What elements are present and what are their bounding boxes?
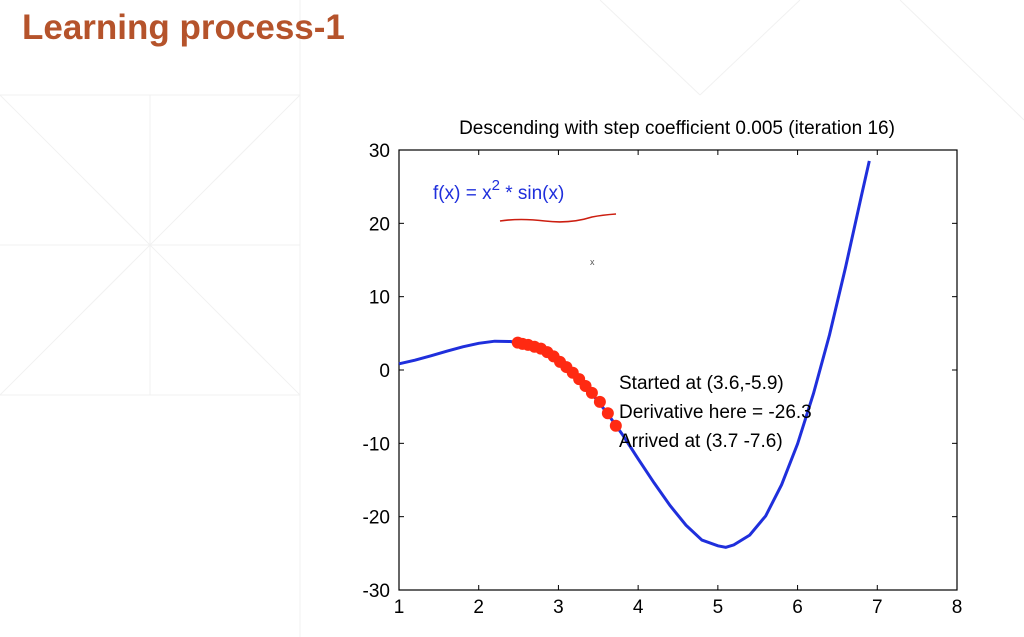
descent-point — [593, 395, 606, 408]
y-tick-label: -10 — [363, 434, 390, 455]
y-tick-label: -30 — [363, 581, 390, 602]
function-label-rest: * sin(x) — [500, 183, 564, 204]
y-tick-label: -20 — [363, 508, 390, 529]
y-tick-label: 0 — [379, 361, 390, 382]
annotations: Started at (3.6,-5.9) Derivative here = … — [619, 373, 812, 452]
descent-point — [585, 386, 598, 399]
x-tick-label: 2 — [473, 597, 484, 618]
function-label-base: f(x) = x — [433, 183, 492, 204]
x-tick-label: 5 — [713, 597, 724, 618]
svg-text:f(x) = x2 * sin(x): f(x) = x2 * sin(x) — [433, 177, 564, 204]
chart-axes: 1 2 3 4 5 6 7 8 30 20 10 0 -10 -20 -30 — [363, 141, 963, 618]
slide-title: Learning process-1 — [22, 8, 345, 47]
x-tick-label: 6 — [792, 597, 803, 618]
function-label: f(x) = x2 * sin(x) — [433, 177, 617, 223]
x-tick-label: 1 — [394, 597, 405, 618]
gradient-descent-chart: Descending with step coefficient 0.005 (… — [363, 118, 963, 618]
annotation-derivative: Derivative here = -26.3 — [619, 402, 812, 423]
function-curve — [398, 160, 871, 549]
x-tick-label: 3 — [553, 597, 564, 618]
descent-markers — [511, 336, 622, 432]
x-tick-label: 4 — [633, 597, 644, 618]
y-tick-label: 10 — [369, 288, 390, 309]
x-tick-label: 8 — [952, 597, 963, 618]
descent-point — [601, 407, 614, 420]
stray-mark: x — [590, 257, 595, 267]
x-tick-label: 7 — [872, 597, 883, 618]
function-label-exponent: 2 — [492, 177, 500, 194]
plot-frame — [398, 149, 958, 591]
y-tick-label: 30 — [369, 141, 390, 162]
annotation-started: Started at (3.6,-5.9) — [619, 373, 784, 394]
chart-title: Descending with step coefficient 0.005 (… — [459, 118, 895, 139]
handwritten-underline — [499, 213, 617, 223]
annotation-arrived: Arrived at (3.7 -7.6) — [619, 431, 783, 452]
y-tick-label: 20 — [369, 214, 390, 235]
descent-point — [609, 419, 622, 432]
